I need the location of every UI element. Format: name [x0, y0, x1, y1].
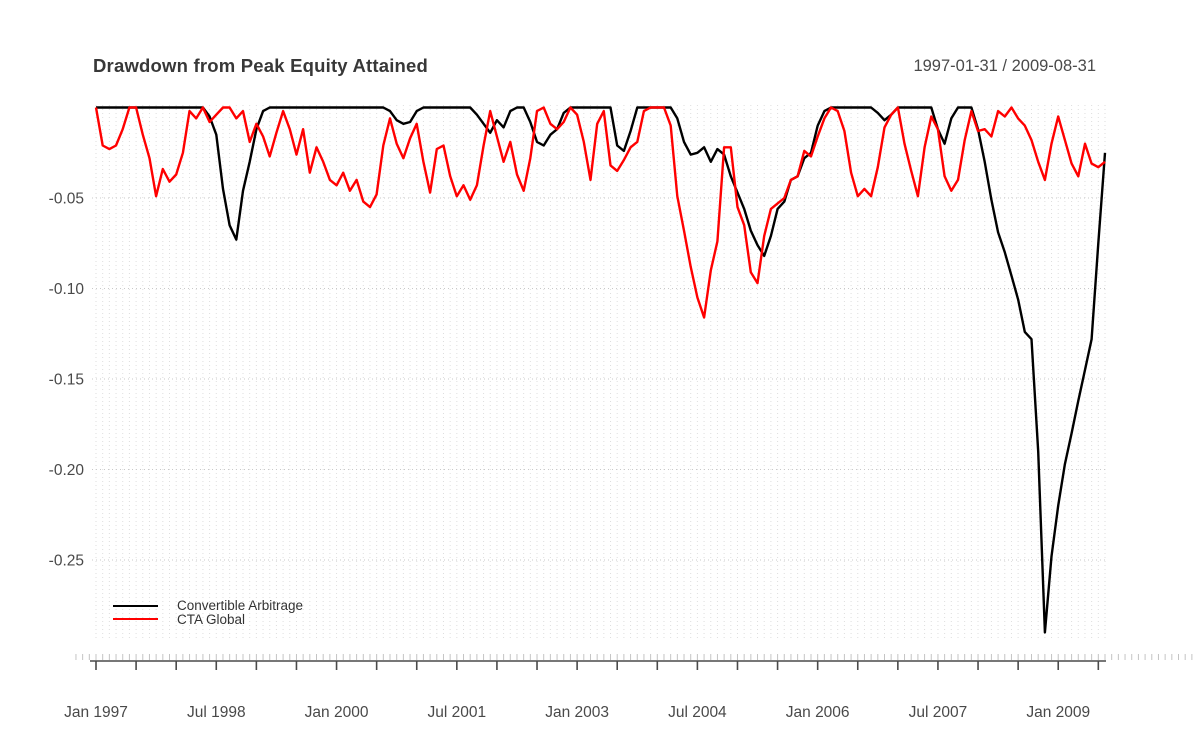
- y-axis-tick-label: -0.10: [49, 281, 85, 298]
- legend-label: CTA Global: [177, 611, 246, 627]
- legend-label: Convertible Arbitrage: [177, 598, 304, 614]
- x-axis-tick-label: Jan 2009: [1026, 704, 1090, 721]
- x-axis-tick-label: Jul 2004: [668, 704, 727, 721]
- legend-item-convertible-arbitrage: Convertible Arbitrage: [113, 598, 304, 614]
- legend-line-swatch-black: [113, 604, 158, 607]
- legend-item-cta-global: CTA Global: [113, 611, 303, 627]
- date-range-label: 1997-01-31 / 2009-08-31: [913, 57, 1096, 75]
- x-axis-tick-label: Jan 1997: [64, 704, 128, 721]
- y-axis-tick-label: -0.05: [49, 191, 84, 208]
- legend-line-swatch-red: [113, 618, 158, 621]
- series-line-cta-global: [94, 106, 1106, 319]
- y-axis-tick-label: -0.15: [49, 372, 84, 389]
- chart-title: Drawdown from Peak Equity Attained: [93, 55, 429, 76]
- y-axis-tick-label: -0.20: [49, 462, 85, 479]
- x-axis-tick-label: Jan 2000: [305, 704, 369, 721]
- x-axis-tick-label: Jan 2003: [545, 704, 609, 721]
- y-axis-tick-label: -0.25: [49, 553, 84, 570]
- x-axis-tick-label: Jan 2006: [786, 704, 850, 721]
- legend: Convertible Arbitrage CTA Global: [113, 598, 304, 627]
- x-axis-tick-label: Jul 2001: [428, 704, 487, 721]
- x-axis-tick-label: Jul 2007: [909, 704, 968, 721]
- x-axis-tick-label: Jul 1998: [187, 704, 246, 721]
